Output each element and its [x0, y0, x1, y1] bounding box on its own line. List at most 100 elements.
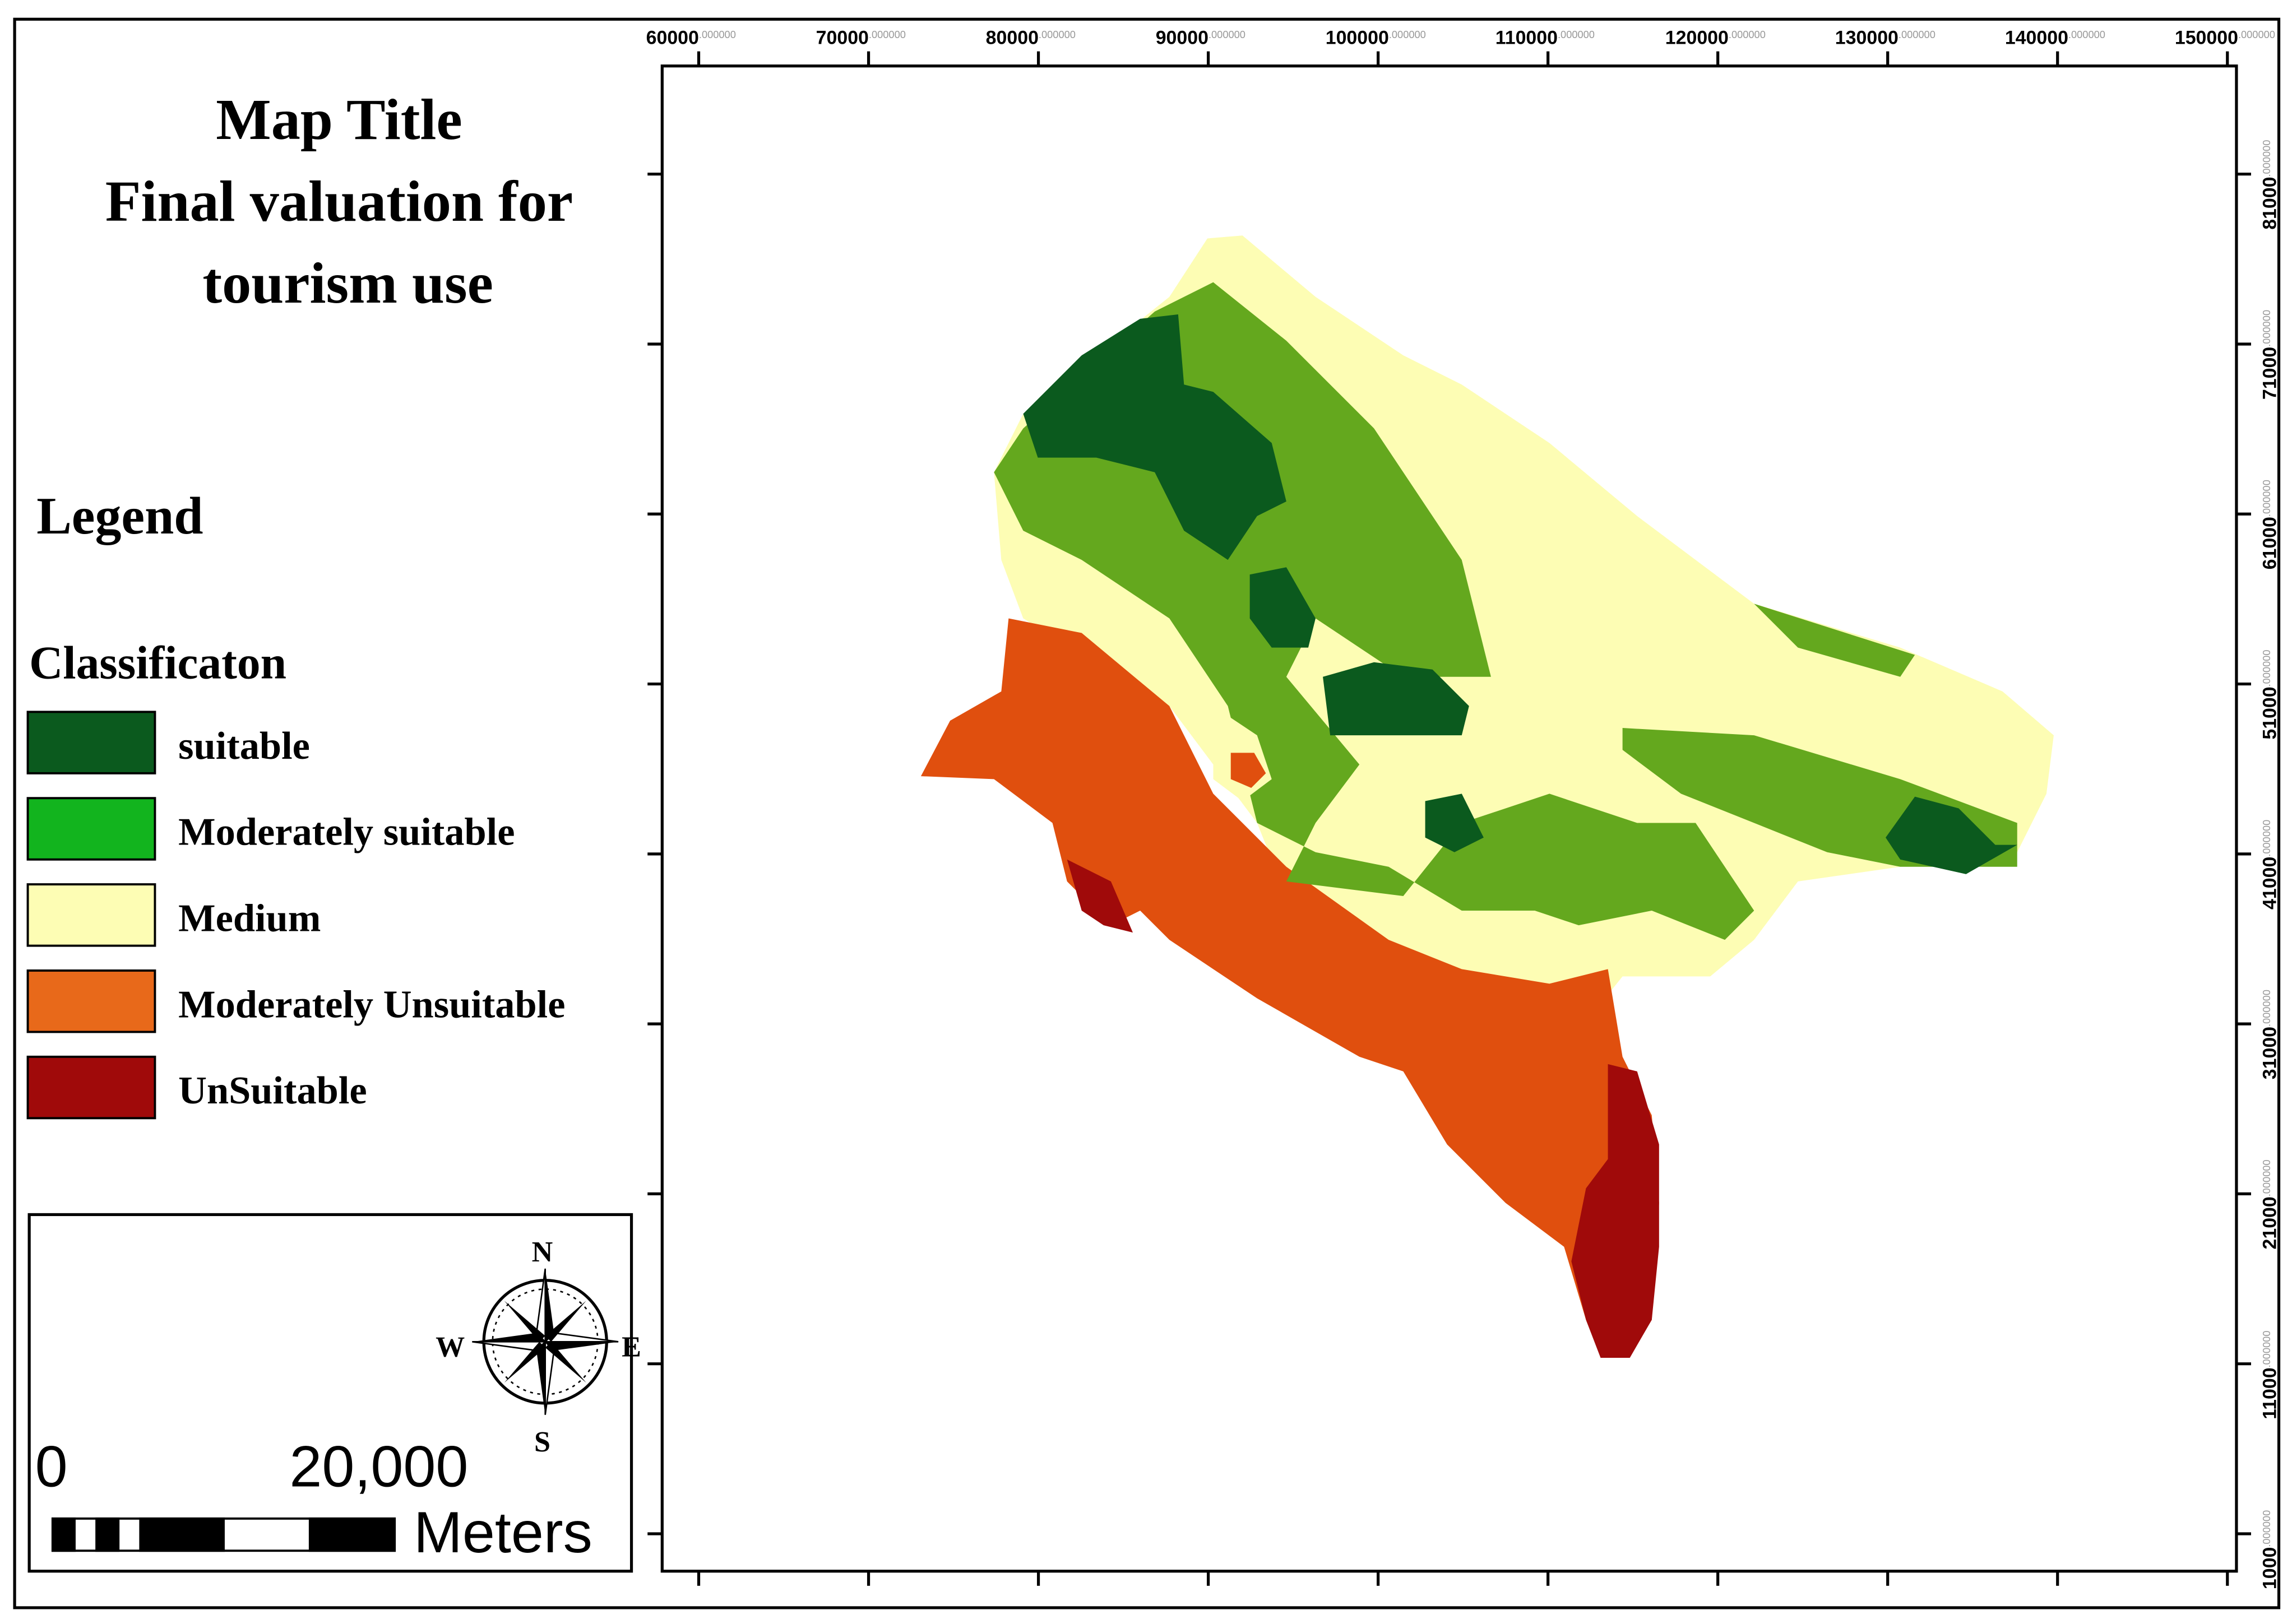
legend-swatch [26, 797, 156, 861]
x-tick-label: 130000.000000 [1835, 27, 1936, 49]
legend-subheading: Classificaton [29, 637, 286, 689]
region-suitable [1023, 314, 1286, 560]
x-axis: 60000.000000 70000.000000 80000.000000 9000… [646, 27, 2275, 1586]
y-tick-label: 41000.000000 [2259, 820, 2280, 910]
scale-start: 0 [35, 1434, 68, 1499]
scale-unit: Meters [414, 1500, 592, 1565]
x-tick-label: 140000.000000 [2005, 27, 2105, 49]
x-tick-label-decimals: .000000 [1558, 29, 1595, 40]
x-tick-label-main: 70000 [816, 27, 869, 49]
y-tick-label-main: 41000 [2259, 857, 2280, 910]
y-tick-label-main: 11000 [2259, 1367, 2280, 1419]
region-moderately-unsuitable [920, 618, 1659, 1357]
legend-swatch [26, 969, 156, 1033]
x-tick-label-decimals: .000000 [1899, 29, 1936, 40]
y-tick-label-main: 21000 [2259, 1196, 2280, 1249]
x-tick-label-main: 80000 [986, 27, 1039, 49]
y-tick-label: 81000.000000 [2259, 140, 2280, 230]
y-tick-label: 21000.000000 [2259, 1159, 2280, 1249]
scale-segment [51, 1517, 76, 1552]
compass-point [504, 1301, 545, 1342]
y-tick-label-main: 51000 [2259, 686, 2280, 739]
y-tick-label-main: 61000 [2259, 517, 2280, 569]
y-tick-label: 51000.000000 [2259, 649, 2280, 739]
legend-heading: Legend [36, 487, 203, 545]
region-unsuitable [1571, 1064, 1659, 1358]
scale-end: 20,000 [289, 1434, 468, 1499]
scale-segment [308, 1517, 396, 1552]
y-tick-label-decimals: .000000 [2261, 1330, 2272, 1367]
legend-label: suitable [178, 724, 310, 768]
map-title: tourism use [202, 250, 493, 315]
y-tick-label-main: 31000 [2259, 1027, 2280, 1079]
x-tick-label-main: 130000 [1835, 27, 1899, 49]
scale-segment [139, 1517, 225, 1552]
y-tick-label: 11000.000000 [2259, 1330, 2280, 1419]
compass-point [536, 1342, 545, 1415]
compass [472, 1268, 619, 1415]
y-tick-label-main: 81000 [2259, 177, 2280, 230]
x-tick-label-main: 120000 [1665, 27, 1729, 49]
y-axis: 81000.00000071000.00000061000.0000005100… [647, 140, 2280, 1589]
outer-frame [13, 17, 2281, 1609]
compass-point [545, 1268, 554, 1342]
x-tick-label: 120000.000000 [1665, 27, 1766, 49]
region-moderately-suitable [1754, 604, 1915, 677]
y-tick-label-decimals: .000000 [2261, 1510, 2272, 1547]
legend-label: Medium [178, 897, 321, 940]
y-tick-label-decimals: .000000 [2261, 480, 2272, 517]
x-tick-label: 80000.000000 [986, 27, 1076, 49]
y-tick-label: 31000.000000 [2259, 990, 2280, 1079]
region-unsuitable [1067, 859, 1133, 933]
compass-label: W [436, 1331, 465, 1363]
x-tick-label: 90000.000000 [1156, 27, 1245, 49]
x-tick-label-decimals: .000000 [699, 29, 736, 40]
y-tick-label-decimals: .000000 [2261, 649, 2272, 686]
x-tick-label-decimals: .000000 [2068, 29, 2105, 40]
y-tick-label-decimals: .000000 [2261, 140, 2272, 177]
x-tick-label-main: 150000 [2175, 27, 2238, 49]
x-tick-label-main: 110000 [1495, 27, 1558, 49]
x-tick-label-decimals: .000000 [1039, 29, 1076, 40]
y-tick-label: 71000.000000 [2259, 310, 2280, 400]
scale-bar [51, 1517, 396, 1552]
x-tick-label: 150000.000000 [2175, 27, 2275, 49]
legend-swatch [26, 883, 156, 947]
region-suitable [1323, 662, 1469, 736]
x-tick-label-decimals: .000000 [2238, 29, 2275, 40]
x-tick-label-decimals: .000000 [869, 29, 906, 40]
scale-segment [95, 1517, 120, 1552]
map-title: Final valuation for [105, 169, 573, 234]
region-suitable [1425, 794, 1484, 852]
compass-point [545, 1342, 619, 1351]
y-tick-label: 1000.000000 [2259, 1510, 2280, 1589]
legend-swatch [26, 711, 156, 774]
y-tick-label-decimals: .000000 [2261, 310, 2272, 347]
x-tick-label-main: 90000 [1156, 27, 1208, 49]
region-suitable [1886, 796, 2017, 874]
y-tick-label-main: 71000 [2259, 347, 2280, 400]
y-tick-label-decimals: .000000 [2261, 990, 2272, 1027]
compass-point [545, 1301, 586, 1342]
legend-label: UnSuitable [178, 1069, 367, 1112]
compass-label: E [622, 1331, 641, 1363]
y-tick-label-decimals: .000000 [2261, 1159, 2272, 1196]
compass-label: N [532, 1236, 553, 1268]
x-tick-label-main: 100000 [1326, 27, 1389, 49]
x-tick-label-decimals: .000000 [1389, 29, 1426, 40]
map-title: Map Title [216, 87, 462, 152]
x-tick-label-decimals: .000000 [1208, 29, 1245, 40]
x-tick-label: 60000.000000 [646, 27, 736, 49]
x-tick-label-main: 140000 [2005, 27, 2068, 49]
x-tick-label: 70000.000000 [816, 27, 906, 49]
compass-label: S [534, 1426, 550, 1458]
y-tick-label: 61000.000000 [2259, 480, 2280, 569]
y-tick-label-decimals: .000000 [2261, 820, 2272, 857]
legend-items: suitable Moderately suitable Medium Moderat… [26, 711, 565, 1120]
region-suitable [1249, 567, 1316, 648]
x-tick-label: 100000.000000 [1326, 27, 1426, 49]
x-tick-label: 110000.000000 [1495, 27, 1595, 49]
scale-box [27, 1213, 633, 1573]
